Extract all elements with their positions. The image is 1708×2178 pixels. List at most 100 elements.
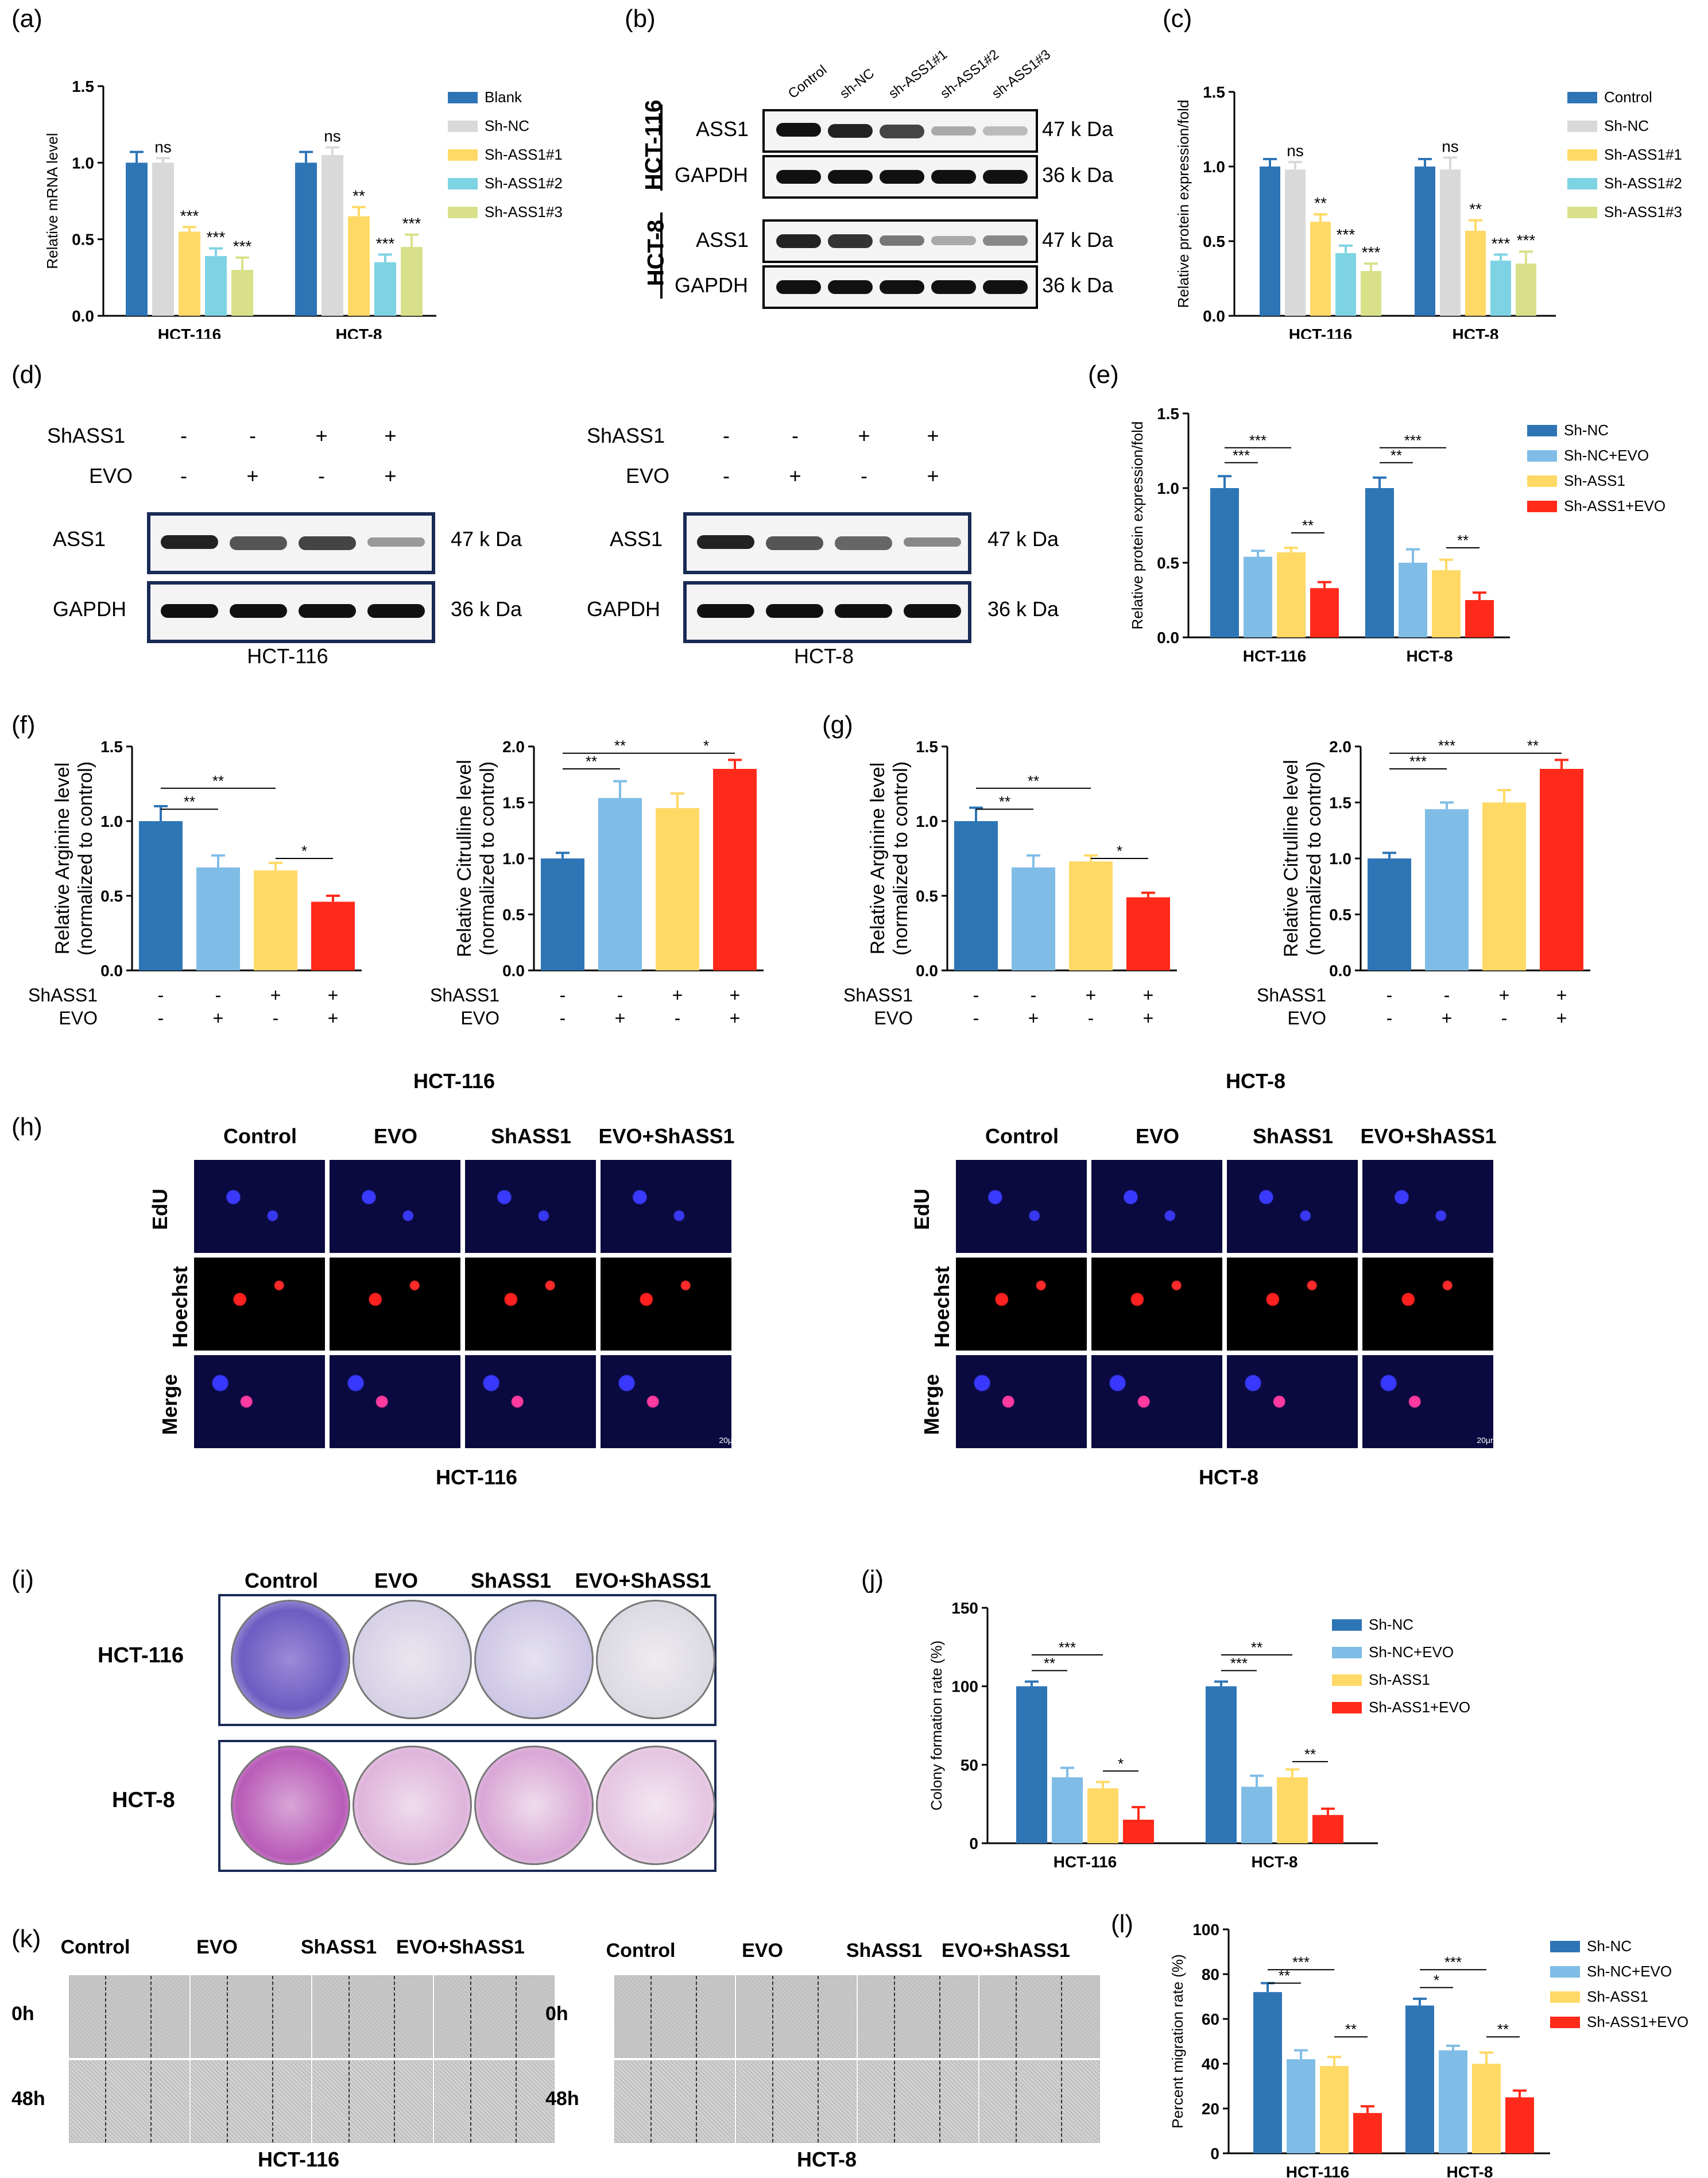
y-axis-label: (normalized to control) <box>477 761 498 955</box>
legend-label: Sh-NC <box>485 117 529 134</box>
colony-frame <box>218 1594 716 1726</box>
bar <box>1244 556 1272 637</box>
y-axis-label: (normalized to control) <box>890 761 912 955</box>
y-axis-label: Relative Arginine level <box>867 763 889 955</box>
fluorescence-image <box>1227 1160 1358 1253</box>
bracket-line <box>660 212 663 299</box>
wound-edge <box>1061 1976 1063 2057</box>
legend-label: Sh-ASS1 <box>1369 1671 1430 1688</box>
col-label: ShASS1 <box>470 1569 552 1592</box>
sig-label: * <box>703 737 709 755</box>
row-label: HCT-8 <box>112 1788 175 1812</box>
wound-edge <box>272 1976 274 2057</box>
sign: + <box>315 424 328 447</box>
sig-label: *** <box>233 238 252 256</box>
colony-dish <box>353 1746 472 1865</box>
legend-swatch <box>1550 1991 1580 2003</box>
y-tick-label: 1.0 <box>1329 850 1351 868</box>
colony-dish <box>596 1746 715 1865</box>
wound-edge <box>272 2061 274 2142</box>
colony-dish <box>353 1600 472 1719</box>
sig-label: ns <box>1442 137 1459 155</box>
sig-label: ** <box>1028 772 1039 790</box>
col-label: Control <box>223 1124 297 1148</box>
y-tick-label: 0.0 <box>1157 629 1179 647</box>
cell-label: HCT-116 <box>435 1465 518 1489</box>
bracket-line <box>660 105 663 191</box>
bar <box>1415 167 1435 316</box>
row-label: EdU <box>148 1189 172 1230</box>
row-label: 48h <box>545 2088 579 2110</box>
sig-label: *** <box>1492 234 1511 252</box>
bar <box>1540 769 1583 970</box>
wound-image <box>312 2060 433 2143</box>
col-label: EVO <box>373 1124 418 1148</box>
band <box>828 170 873 184</box>
blot-strip <box>762 265 1038 309</box>
sig-label: *** <box>1404 432 1422 449</box>
bar <box>1472 2064 1501 2153</box>
wound-image <box>69 1975 189 2058</box>
y-axis-label: Relative protein expression/fold <box>1175 100 1192 308</box>
row-label-shass1: ShASS1 <box>28 985 98 1005</box>
cell-label: HCT-8 <box>1198 1465 1258 1489</box>
sign: - <box>273 1008 279 1028</box>
sig-label: ** <box>1469 200 1482 218</box>
protein-label: ASS1 <box>53 527 106 551</box>
sign: + <box>1086 985 1097 1005</box>
wound-edge <box>348 2061 350 2142</box>
bar <box>1126 897 1170 970</box>
y-axis-label: Relative protein expression/fold <box>1129 421 1146 630</box>
sign: - <box>180 424 187 447</box>
legend-swatch <box>1567 178 1597 189</box>
x-tick-label: HCT-8 <box>336 326 382 339</box>
sig-label: *** <box>1438 737 1455 755</box>
legend-label: Sh-ASS1#2 <box>485 175 563 192</box>
y-tick-label: 100 <box>1192 1921 1219 1939</box>
sign: + <box>1556 1008 1567 1028</box>
bar <box>656 808 699 970</box>
sign: + <box>246 464 259 488</box>
row-label: Merge <box>158 1374 182 1436</box>
col-label: EVO+ShASS1 <box>575 1569 711 1592</box>
bar <box>1260 167 1280 316</box>
protein-label: GAPDH <box>675 273 749 297</box>
wound-edge <box>650 1976 652 2057</box>
sign: - <box>249 424 256 447</box>
band <box>367 537 425 547</box>
legend-swatch <box>1332 1647 1362 1658</box>
y-tick-label: 0.5 <box>1203 233 1225 250</box>
sign: + <box>672 985 683 1005</box>
bar <box>231 270 253 316</box>
panel-label-k: (k) <box>11 1925 41 1953</box>
bar <box>1052 1777 1083 1843</box>
wound-edge <box>939 1976 941 2057</box>
blot-strip <box>683 512 971 574</box>
band <box>766 604 823 618</box>
legend-label: Sh-NC <box>1604 117 1649 134</box>
sign: + <box>1442 1008 1453 1028</box>
wound-edge <box>470 1976 472 2057</box>
sign: + <box>1499 985 1510 1005</box>
panel-label-l: (l) <box>1111 1910 1134 1938</box>
lane-label: Control <box>785 62 830 102</box>
bar <box>1425 809 1469 970</box>
bar <box>126 163 148 316</box>
bar <box>348 216 370 316</box>
band <box>697 604 754 618</box>
sig-label: ** <box>1457 532 1469 549</box>
wound-image <box>979 1975 1100 2058</box>
size-label: 47 k Da <box>1042 228 1114 252</box>
sign: - <box>617 985 623 1005</box>
row-label-evo: EVO <box>59 1008 98 1028</box>
legend-label: Sh-ASS1 <box>1564 472 1625 489</box>
bar <box>1368 858 1411 970</box>
bar <box>254 870 297 970</box>
row-label-evo: EVO <box>626 464 670 488</box>
bar <box>1399 563 1427 637</box>
bar <box>1432 570 1461 637</box>
chart-g-arginine: 0.0 0.5 1.0 1.5 Relative Arginine level (norm… <box>843 738 1177 1028</box>
band <box>766 536 823 550</box>
panel-label-g: (g) <box>822 711 853 739</box>
legend-label: Sh-ASS1+EVO <box>1369 1699 1470 1716</box>
